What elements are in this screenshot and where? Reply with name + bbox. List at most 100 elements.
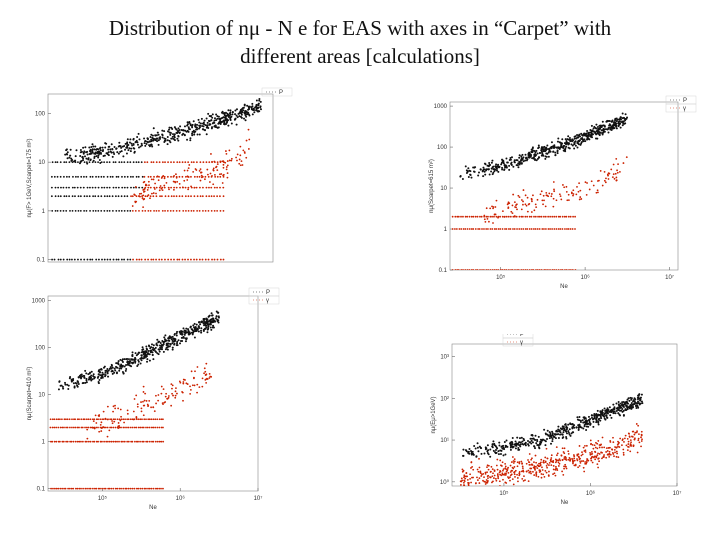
data-point-primary	[491, 446, 494, 449]
data-point-secondary	[486, 217, 489, 220]
data-point-primary	[584, 133, 587, 136]
data-point-secondary	[143, 187, 146, 190]
band-point	[143, 487, 146, 490]
data-point-primary	[239, 109, 242, 112]
data-point-primary	[522, 160, 525, 163]
data-point-secondary	[601, 457, 603, 460]
data-point-primary	[533, 438, 536, 441]
data-point-secondary	[565, 190, 568, 193]
data-point-primary	[160, 346, 163, 349]
plot-frame	[449, 101, 679, 271]
data-point-primary	[613, 124, 616, 127]
data-point-primary	[167, 342, 170, 345]
band-point	[56, 209, 59, 212]
data-point-secondary	[499, 473, 502, 476]
data-point-primary	[173, 136, 176, 139]
data-point-primary	[587, 425, 590, 428]
data-point-primary	[177, 339, 180, 342]
band-point	[181, 195, 184, 198]
data-point-primary	[576, 142, 579, 145]
data-point-secondary	[143, 198, 146, 200]
band-point	[68, 186, 70, 189]
data-point-secondary	[635, 423, 638, 425]
data-point-secondary	[623, 441, 625, 443]
data-point-primary	[587, 415, 590, 418]
data-point-primary	[111, 372, 114, 375]
data-point-secondary	[525, 462, 528, 465]
band-point	[532, 269, 535, 270]
data-point-secondary	[626, 437, 629, 440]
data-point-primary	[522, 437, 525, 440]
band-point	[198, 258, 201, 261]
data-point-secondary	[100, 430, 103, 432]
data-point-secondary	[157, 179, 160, 182]
band-point	[110, 440, 113, 443]
data-point-secondary	[608, 446, 611, 449]
band-point	[512, 228, 514, 230]
band-point	[63, 426, 65, 429]
band-point	[158, 209, 160, 212]
data-point-primary	[208, 123, 211, 126]
data-point-secondary	[530, 472, 532, 475]
data-point-secondary	[540, 473, 543, 475]
data-point-primary	[126, 142, 129, 145]
band-point	[114, 440, 117, 443]
data-point-primary	[533, 153, 536, 156]
data-point-primary	[207, 327, 210, 330]
data-point-primary	[196, 128, 199, 131]
band-point	[460, 228, 463, 230]
data-point-secondary	[171, 387, 173, 390]
band-point	[121, 186, 124, 189]
data-point-secondary	[492, 207, 494, 210]
data-point-primary	[100, 368, 103, 371]
data-point-primary	[215, 119, 218, 122]
data-point-primary	[501, 158, 504, 161]
data-point-primary	[551, 434, 554, 437]
data-point-primary	[97, 156, 100, 159]
band-point	[475, 269, 477, 270]
band-point	[91, 186, 94, 189]
data-point-primary	[539, 151, 542, 154]
band-point	[57, 195, 60, 198]
data-point-secondary	[483, 476, 485, 479]
data-point-secondary	[490, 470, 492, 473]
scatter-panel-bottom-left: 0.1 1 10 100 1000 10⁵ 10⁶ 10⁷ Ne nμ(Scarpet=410 m…	[8, 282, 298, 532]
data-point-primary	[90, 374, 93, 377]
data-point-secondary	[559, 195, 562, 198]
data-point-primary	[151, 134, 154, 137]
data-point-primary	[500, 163, 503, 166]
data-point-secondary	[480, 475, 483, 477]
data-point-primary	[114, 369, 117, 372]
band-point	[68, 426, 71, 429]
data-point-primary	[640, 400, 643, 403]
data-point-primary	[79, 151, 82, 154]
data-point-secondary	[584, 462, 587, 465]
data-point-primary	[621, 112, 624, 115]
band-point	[109, 418, 112, 421]
data-point-secondary	[542, 473, 545, 476]
band-point	[50, 175, 53, 178]
data-point-primary	[477, 450, 480, 453]
band-point	[74, 195, 76, 198]
data-point-secondary	[153, 188, 156, 190]
data-point-secondary	[240, 160, 243, 163]
band-point	[84, 426, 86, 429]
data-point-secondary	[152, 406, 155, 409]
data-point-primary	[622, 409, 625, 412]
data-point-primary	[224, 116, 227, 119]
data-point-secondary	[143, 190, 146, 193]
data-point-secondary	[174, 181, 177, 184]
band-point	[158, 186, 161, 189]
data-point-primary	[175, 332, 178, 335]
data-point-secondary	[196, 383, 199, 386]
data-point-secondary	[535, 461, 538, 464]
data-point-primary	[259, 106, 262, 109]
band-point	[551, 228, 554, 230]
data-point-primary	[547, 434, 550, 437]
data-point-primary	[597, 413, 600, 416]
data-point-secondary	[221, 182, 224, 184]
band-point	[82, 487, 85, 490]
data-point-primary	[564, 138, 567, 141]
data-point-secondary	[140, 410, 143, 413]
band-point	[97, 418, 100, 421]
